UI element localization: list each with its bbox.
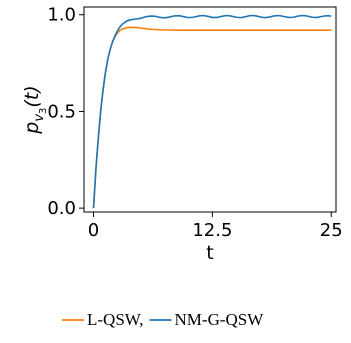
- series-line-1: [92, 14, 332, 209]
- y-tick-label: 1.0: [47, 5, 76, 26]
- y-axis-label-sub-n: 3: [38, 108, 49, 114]
- y-axis-label-sub-v: v: [32, 114, 47, 122]
- y-axis-label-main: p: [21, 122, 43, 135]
- y-axis-label-arg: (t): [21, 85, 43, 107]
- series-layer: [92, 14, 332, 209]
- y-axis-label: pv3(t): [21, 85, 49, 134]
- x-tick-label: 0: [88, 220, 99, 241]
- x-axis-label: t: [206, 242, 213, 264]
- plot-frame: [83, 6, 337, 213]
- y-tick-label: 0.0: [47, 198, 76, 219]
- x-tick-label: 12.5: [192, 220, 232, 241]
- y-tick-label: 0.5: [47, 101, 76, 122]
- series-line-0: [92, 26, 332, 209]
- y-axis-ticks: 0.0 0.5 1.0: [47, 5, 84, 219]
- legend-label-0: L-QSW,: [87, 310, 144, 329]
- x-tick-label: 25: [320, 220, 343, 241]
- legend: L-QSW, NM-G-QSW: [62, 310, 264, 329]
- x-axis-ticks: 0 12.5 25: [88, 212, 343, 241]
- legend-label-1: NM-G-QSW: [175, 310, 265, 329]
